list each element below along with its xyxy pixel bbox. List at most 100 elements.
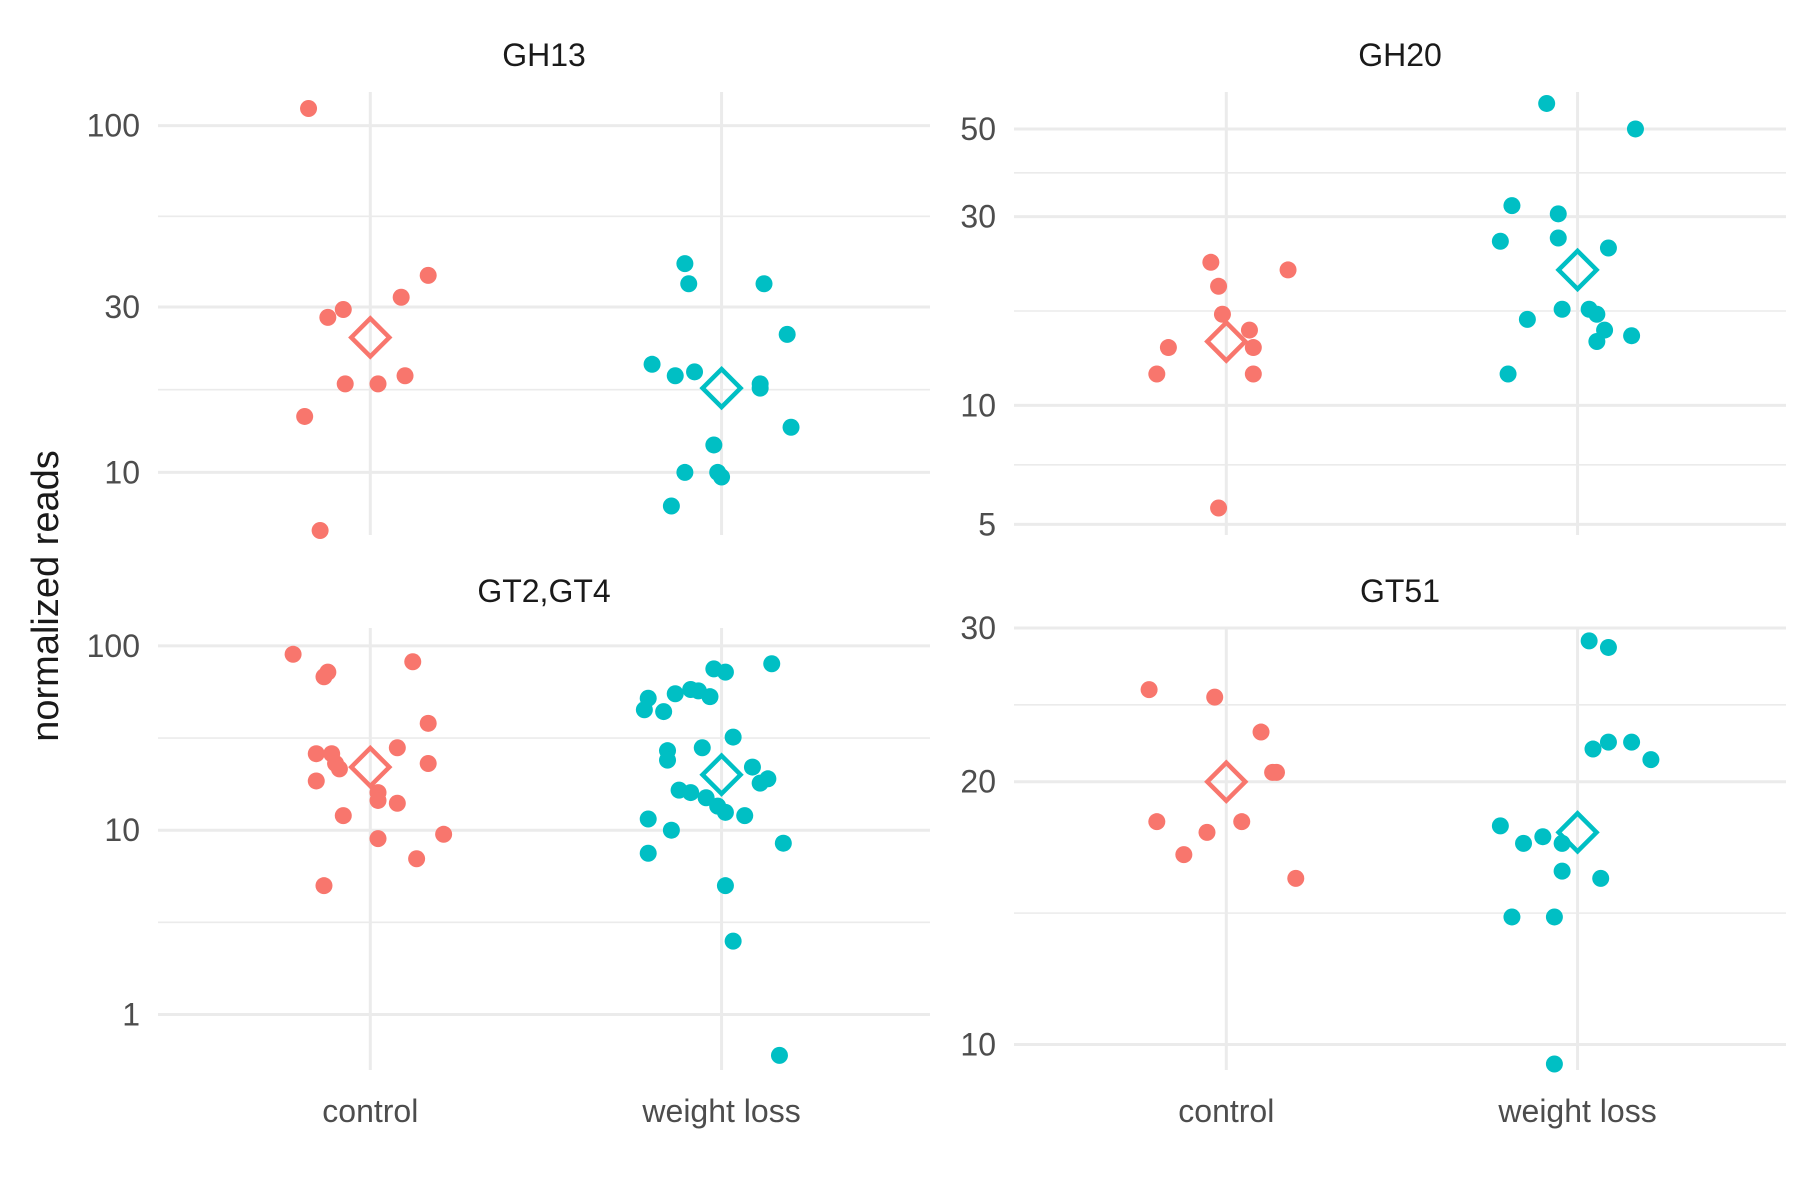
panel-title: GH13: [502, 37, 586, 73]
data-point: [666, 685, 684, 703]
data-point: [388, 794, 406, 812]
mean-marker: [1555, 247, 1600, 293]
y-tick-label: 30: [960, 199, 996, 235]
data-point: [334, 300, 352, 318]
data-point: [643, 355, 661, 373]
y-tick-label: 10: [104, 454, 140, 490]
data-point: [1240, 321, 1258, 339]
data-point: [662, 821, 680, 839]
data-point: [1545, 1055, 1563, 1073]
data-point: [1198, 823, 1216, 841]
data-point: [1588, 333, 1606, 351]
data-point: [1148, 365, 1166, 383]
data-point: [369, 791, 387, 809]
mean-marker: [1555, 810, 1600, 855]
data-point: [1545, 908, 1563, 926]
data-point: [1140, 681, 1158, 699]
data-point: [396, 367, 414, 385]
data-point: [408, 850, 426, 868]
data-point: [369, 375, 387, 393]
data-point: [724, 932, 742, 950]
data-point: [759, 770, 777, 788]
data-point: [659, 751, 677, 769]
x-tick-label: control: [322, 1093, 418, 1129]
x-tick-label: control: [1178, 1093, 1274, 1129]
data-point: [662, 497, 680, 515]
data-point: [1584, 740, 1602, 758]
y-tick-label: 10: [960, 387, 996, 423]
data-point: [319, 308, 337, 326]
data-point: [1252, 723, 1270, 741]
data-point: [639, 810, 657, 828]
data-point: [1588, 305, 1606, 323]
data-point: [334, 807, 352, 825]
panel-title: GT51: [1360, 573, 1440, 609]
data-point: [1148, 813, 1166, 831]
mean-marker: [699, 365, 744, 411]
data-point: [330, 760, 348, 778]
data-point: [336, 375, 354, 393]
data-point: [1159, 339, 1177, 357]
data-point: [1642, 751, 1660, 769]
panel-gh13: 10 30 100 GH13: [87, 37, 930, 540]
data-point: [1491, 232, 1509, 250]
data-point: [680, 275, 698, 293]
data-point: [778, 325, 796, 343]
y-tick-label: 5: [978, 506, 996, 542]
data-point: [1626, 120, 1644, 138]
data-point: [307, 772, 325, 790]
y-tick-label: 100: [87, 628, 140, 664]
data-point: [435, 825, 453, 843]
data-point: [713, 468, 731, 486]
mean-marker: [699, 752, 744, 797]
data-point: [315, 877, 333, 895]
y-tick-label: 1: [122, 997, 140, 1033]
data-point: [705, 436, 723, 454]
data-point: [1213, 305, 1231, 323]
x-tick-label: weight loss: [641, 1093, 800, 1129]
y-tick-label: 50: [960, 111, 996, 147]
data-point: [1515, 834, 1533, 852]
data-point: [1599, 638, 1617, 656]
data-point: [1233, 813, 1251, 831]
data-point: [1503, 197, 1521, 215]
y-tick-label: 30: [104, 289, 140, 325]
data-point: [311, 522, 329, 540]
data-point: [701, 688, 719, 706]
data-point: [736, 807, 754, 825]
data-point: [1549, 229, 1567, 247]
data-point: [1210, 277, 1228, 295]
data-point: [388, 739, 406, 757]
data-point: [1244, 365, 1262, 383]
data-point: [419, 266, 437, 284]
data-point: [682, 784, 700, 802]
data-point: [724, 728, 742, 746]
data-point: [1287, 869, 1305, 887]
panel-gt51: 10 20 30 GT51 control weight loss: [960, 573, 1786, 1129]
data-point: [716, 663, 734, 681]
data-point: [1592, 869, 1610, 887]
panel-gh20: 5 10 30 50 GH20: [960, 37, 1786, 542]
data-point: [676, 255, 694, 273]
data-point: [404, 653, 422, 671]
data-point: [770, 1046, 788, 1064]
data-point: [716, 877, 734, 895]
data-point: [1175, 846, 1193, 864]
data-point: [1518, 310, 1536, 328]
data-point: [1538, 94, 1556, 112]
data-point: [1553, 300, 1571, 318]
data-point: [774, 834, 792, 852]
data-point: [1267, 763, 1285, 781]
data-point: [392, 288, 410, 306]
mean-marker: [1204, 319, 1249, 364]
data-point: [639, 844, 657, 862]
data-point: [666, 367, 684, 385]
y-tick-label: 10: [104, 812, 140, 848]
data-point: [763, 655, 781, 673]
data-point: [693, 739, 711, 757]
data-point: [1553, 862, 1571, 880]
y-axis-title: normalized reads: [25, 450, 67, 741]
data-point: [1491, 817, 1509, 835]
data-point: [369, 830, 387, 848]
data-point: [1623, 327, 1641, 345]
